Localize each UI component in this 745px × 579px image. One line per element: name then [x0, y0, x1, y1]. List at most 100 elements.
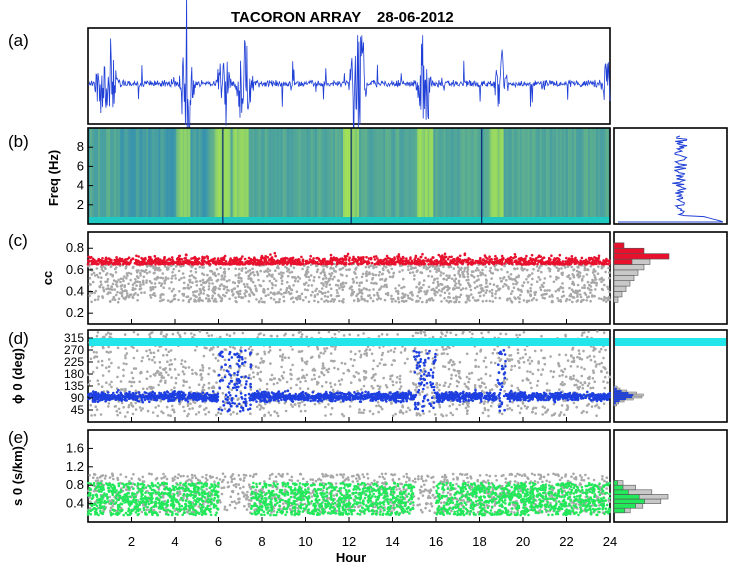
spectrogram-column — [445, 128, 448, 224]
azimuth-point-gray — [169, 359, 172, 362]
spectrogram-column — [435, 128, 438, 224]
azimuth-point-gray — [580, 366, 583, 369]
azimuth-point-gray — [229, 376, 233, 380]
azimuth-point-gray — [158, 372, 161, 376]
cc-point-low — [400, 286, 403, 290]
cc-point-high — [488, 255, 491, 258]
azimuth-point-gray — [146, 354, 150, 358]
spectrogram-column — [509, 128, 513, 224]
azimuth-point-gray — [140, 371, 143, 374]
cc-point-low — [392, 297, 395, 301]
cc-point-high — [163, 262, 167, 266]
azimuth-point-gray — [191, 368, 194, 372]
cc-point-low — [336, 284, 340, 287]
cc-point-low — [223, 294, 227, 298]
azimuth-point-gray — [372, 359, 376, 363]
cc-point-low — [188, 298, 191, 302]
cc-point-low — [584, 293, 588, 296]
cc-point-low — [129, 278, 132, 282]
azimuth-point-gray — [325, 368, 329, 372]
cc-point-high — [139, 262, 143, 266]
cc-point-low — [532, 268, 535, 271]
cc-histogram-bar-gray — [613, 274, 635, 282]
azimuth-point-gray — [170, 388, 173, 392]
cc-point-high — [125, 263, 129, 266]
azimuth-point-gray — [586, 356, 589, 359]
azimuth-point-gray — [374, 372, 377, 376]
azimuth-point-gray — [412, 383, 416, 386]
azimuth-point-gray — [362, 332, 365, 335]
cc-point-low — [121, 277, 125, 281]
cc-point-low — [286, 267, 289, 270]
cc-point-low — [334, 265, 338, 268]
spectrum-side-plot — [613, 127, 728, 225]
azimuth-point-gray — [603, 386, 607, 390]
azimuth-point-gray — [376, 384, 380, 388]
cc-point-low — [401, 269, 404, 272]
cc-point-low — [314, 264, 318, 268]
azimuth-point-gray — [216, 359, 220, 363]
azimuth-point-gray — [126, 411, 129, 414]
spectrogram-column — [533, 128, 537, 224]
figure-title-station: TACORON ARRAY — [231, 9, 361, 26]
cc-point-low — [398, 270, 401, 274]
azimuth-point-gray — [473, 384, 477, 387]
azimuth-point-gray — [132, 356, 136, 360]
cc-point-low — [358, 281, 362, 285]
cc-point-high — [147, 258, 151, 262]
spectrogram-column — [334, 128, 338, 224]
cc-point-high — [222, 258, 226, 262]
cc-point-low — [104, 280, 107, 284]
azimuth-point-gray — [160, 330, 163, 334]
cc-point-low — [88, 276, 92, 280]
azimuth-point-gray — [529, 381, 532, 385]
azimuth-point-gray — [406, 357, 409, 361]
cc-ylabel: cc — [40, 271, 55, 285]
cc-point-low — [153, 277, 157, 281]
azimuth-point-gray — [348, 405, 352, 408]
azimuth-point-gray — [586, 335, 589, 339]
spectrogram-column — [300, 128, 304, 224]
cc-point-high — [442, 262, 446, 266]
azimuth-point-gray — [151, 411, 155, 414]
cc-point-low — [331, 277, 335, 281]
cc-point-high — [590, 261, 593, 265]
cc-point-low — [437, 269, 441, 273]
cc-point-low — [294, 296, 298, 300]
cc-point-low — [119, 277, 123, 281]
cc-point-low — [507, 275, 511, 279]
azimuth-point-gray — [191, 407, 194, 410]
azimuth-point-gray — [580, 374, 584, 378]
spectrogram-column — [517, 128, 521, 224]
cc-point-low — [172, 298, 175, 301]
azimuth-point-gray — [299, 380, 302, 384]
azimuth-point-gray — [249, 388, 253, 391]
cc-point-low — [506, 270, 509, 274]
spectrogram-column — [294, 128, 298, 224]
spectrogram-column — [172, 128, 175, 224]
cc-point-low — [159, 284, 163, 288]
cc-point-low — [370, 281, 373, 285]
spectrogram-column — [182, 128, 185, 224]
azimuth-point-gray — [148, 358, 151, 361]
cc-point-low — [250, 279, 253, 282]
cc-point-low — [414, 266, 417, 270]
cc-point-low — [223, 270, 227, 273]
cc-point-low — [423, 290, 426, 293]
cc-point-low — [561, 290, 565, 294]
spectrogram-column — [270, 128, 274, 224]
cc-point-high — [492, 263, 496, 266]
cc-point-low — [89, 283, 92, 286]
azimuth-point-gray — [406, 406, 410, 410]
azimuth-point-gray — [362, 408, 366, 412]
cc-point-high — [558, 253, 562, 257]
cc-point-low — [484, 274, 487, 277]
cc-point-low — [120, 294, 124, 298]
cc-point-high — [312, 257, 315, 260]
cc-point-low — [285, 288, 288, 292]
spectrogram-column — [501, 128, 505, 224]
cc-point-low — [484, 285, 488, 289]
cc-point-low — [174, 277, 177, 280]
azimuth-point-gray — [401, 405, 405, 409]
